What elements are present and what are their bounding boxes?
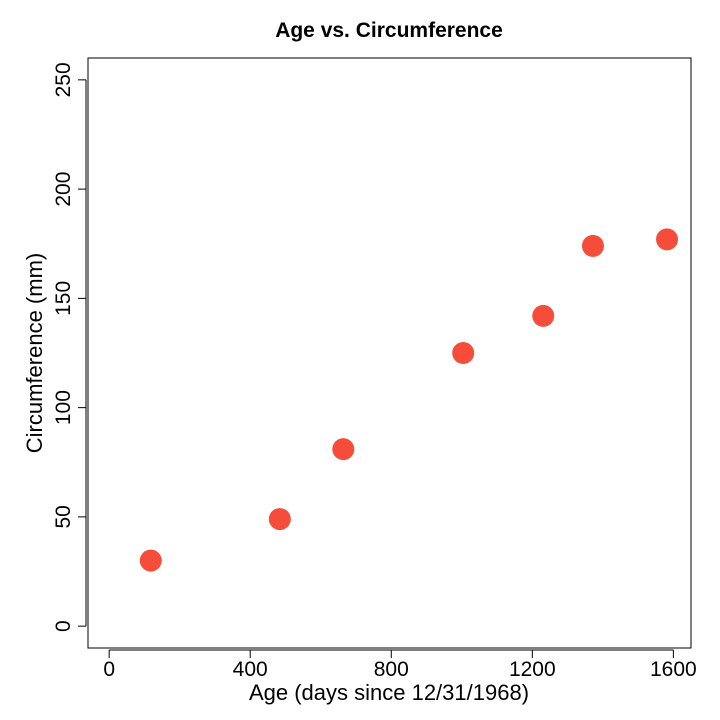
data-point [532, 304, 555, 327]
y-tick-label: 50 [52, 505, 75, 528]
x-tick-label: 800 [374, 658, 409, 681]
x-tick-label: 1600 [650, 658, 697, 681]
chart-title: Age vs. Circumference [275, 19, 503, 42]
data-point [581, 234, 604, 257]
data-point [656, 228, 679, 251]
y-tick-label: 100 [52, 390, 75, 425]
data-point [139, 549, 162, 572]
x-tick-label: 1200 [509, 658, 556, 681]
x-tick-label: 400 [233, 658, 268, 681]
y-axis-label: Circumference (mm) [22, 253, 47, 453]
x-tick-label: 0 [103, 658, 115, 681]
y-tick-label: 0 [52, 620, 75, 632]
data-point [452, 342, 475, 364]
data-point [268, 508, 291, 531]
data-point [332, 438, 355, 461]
plot-frame [87, 57, 692, 649]
data-points [139, 228, 679, 572]
y-axis: 0 50 100 150 200 250 [52, 62, 87, 632]
x-axis: 0 400 800 1200 1600 [103, 649, 697, 681]
x-axis-label: Age (days since 12/31/1968) [249, 680, 529, 705]
y-tick-label: 150 [52, 281, 75, 316]
y-tick-label: 200 [52, 172, 75, 207]
y-tick-label: 250 [52, 62, 75, 97]
